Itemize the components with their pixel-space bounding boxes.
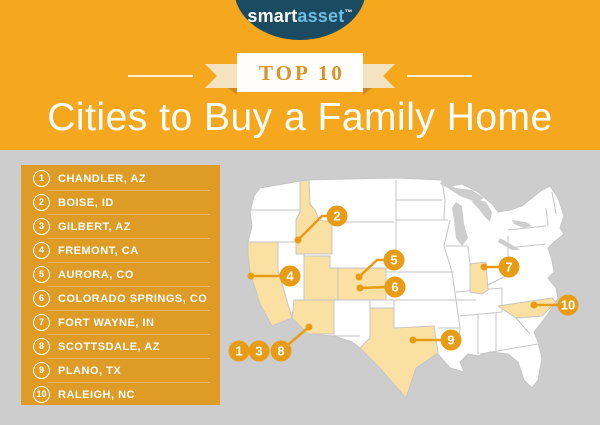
list-divider [47, 238, 210, 239]
ribbon-left-tail [205, 64, 237, 88]
city-dot-colorado-springs [356, 284, 364, 292]
marker-number: 9 [447, 333, 454, 348]
list-item: 7 FORT WAYNE, IN [21, 311, 220, 334]
map-marker-1: 1 [228, 340, 250, 362]
rank-badge: 4 [33, 242, 50, 259]
rank-badge: 7 [33, 314, 50, 331]
list-divider [47, 286, 210, 287]
list-item: 4 FREMONT, CA [21, 239, 220, 262]
marker-number: 7 [505, 260, 512, 275]
marker-number: 3 [255, 344, 262, 359]
state-texas-highlight [359, 307, 439, 399]
lake-superior [440, 180, 484, 202]
city-label: CHANDLER, AZ [58, 172, 147, 185]
city-label: SCOTTSDALE, AZ [58, 340, 160, 353]
marker-number: 6 [391, 280, 398, 295]
page-title: Cities to Buy a Family Home [47, 96, 553, 139]
ribbon-right-fold [363, 88, 372, 95]
rank-badge: 8 [33, 338, 50, 355]
map-marker-8: 8 [270, 340, 292, 362]
list-divider [47, 190, 210, 191]
lake-michigan [452, 202, 468, 246]
rank-badge: 1 [33, 170, 50, 187]
city-dot-plano [409, 336, 417, 344]
state-borders [248, 179, 557, 355]
smartasset-logo: smartasset™ [234, 0, 366, 40]
map-marker-3: 3 [248, 340, 270, 362]
state-north-carolina-highlight [497, 297, 557, 319]
map-marker-10: 10 [557, 294, 579, 316]
map-marker-6: 6 [384, 276, 406, 298]
rank-badge: 5 [33, 266, 50, 283]
smartasset-logo-text: smartasset™ [247, 6, 352, 27]
map-marker-7: 7 [498, 256, 520, 278]
rank-badge: 2 [33, 194, 50, 211]
logo-trademark: ™ [344, 8, 353, 17]
list-divider [47, 310, 210, 311]
city-label: COLORADO SPRINGS, CO [58, 292, 208, 305]
list-item: 9 PLANO, TX [21, 359, 220, 382]
top10-badge: TOP 10 [259, 61, 345, 85]
list-item: 8 SCOTTSDALE, AZ [21, 335, 220, 358]
ribbon-right-tail [363, 64, 395, 88]
city-dot-fort-wayne [480, 263, 488, 271]
header-banner: smartasset™ TOP 10 Cities to Buy a Famil… [0, 0, 600, 150]
rank-badge: 6 [33, 290, 50, 307]
list-item: 1 CHANDLER, AZ [21, 167, 220, 190]
state-arizona-highlight [291, 299, 335, 335]
top10-ribbon: TOP 10 [128, 53, 472, 95]
ribbon-left-line [128, 75, 193, 77]
lake-ontario [512, 220, 532, 228]
map-marker-9: 9 [440, 329, 462, 351]
logo-smart: smart [247, 6, 298, 26]
city-label: RALEIGH, NC [58, 388, 135, 401]
ribbon-center-box [237, 53, 363, 92]
city-label: FORT WAYNE, IN [58, 316, 155, 329]
us-map: 1 3 8 2 4 5 6 [228, 177, 579, 399]
marker-number: 4 [286, 269, 294, 284]
rank-badge: 9 [33, 362, 50, 379]
marker-number: 8 [277, 344, 284, 359]
list-divider [47, 334, 210, 335]
city-label: PLANO, TX [58, 364, 122, 377]
rank-badge: 10 [33, 386, 50, 403]
map-marker-2: 2 [326, 205, 348, 227]
lake-huron [472, 198, 492, 222]
city-label: GILBERT, AZ [58, 220, 131, 233]
city-dot-scottsdale [305, 323, 313, 331]
list-divider [47, 358, 210, 359]
marker-number: 10 [561, 298, 575, 313]
list-divider [47, 214, 210, 215]
rank-badge: 3 [33, 218, 50, 235]
logo-asset: asset [297, 6, 345, 26]
list-item: 3 GILBERT, AZ [21, 215, 220, 238]
lake-erie [498, 238, 520, 250]
marker-number: 1 [235, 344, 242, 359]
map-marker-4: 4 [279, 265, 301, 287]
city-dot-aurora [355, 273, 363, 281]
list-item: 2 BOISE, ID [21, 191, 220, 214]
list-item: 10 RALEIGH, NC [21, 383, 220, 406]
city-dot-raleigh [530, 301, 538, 309]
state-california-highlight [247, 241, 293, 327]
us-map-container: 1 3 8 2 4 5 6 [225, 165, 600, 410]
list-divider [47, 262, 210, 263]
city-dot-boise [294, 236, 302, 244]
ribbon-left-fold [228, 88, 237, 95]
city-label: AURORA, CO [58, 268, 134, 281]
list-item: 5 AURORA, CO [21, 263, 220, 286]
ribbon-right-line [407, 75, 472, 77]
city-label: FREMONT, CA [58, 244, 139, 257]
marker-number: 5 [390, 253, 397, 268]
map-marker-5: 5 [383, 249, 405, 271]
city-dot-fremont [247, 272, 255, 280]
marker-number: 2 [333, 209, 340, 224]
city-label: BOISE, ID [58, 196, 114, 209]
list-divider [47, 382, 210, 383]
list-item: 6 COLORADO SPRINGS, CO [21, 287, 220, 310]
